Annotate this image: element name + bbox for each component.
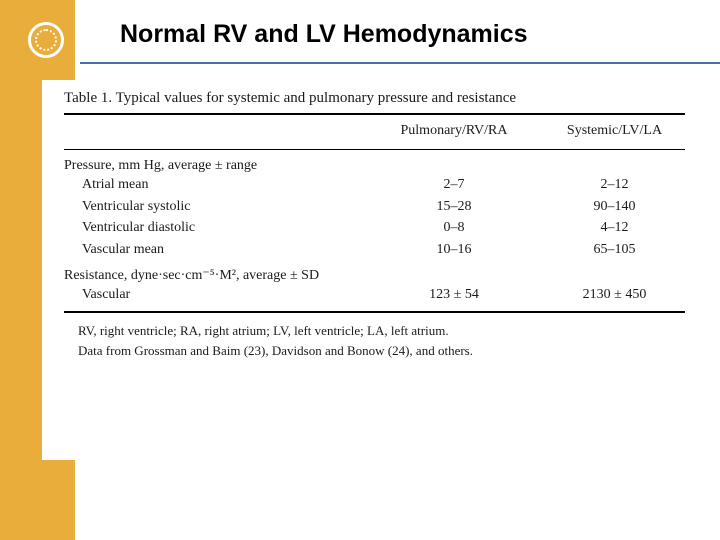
slide-title: Normal RV and LV Hemodynamics <box>120 20 528 49</box>
section-pressure-heading: Pressure, mm Hg, average ± range <box>64 158 685 174</box>
table-row: Vascular 123 ± 54 2130 ± 450 <box>64 284 685 306</box>
row-val-a: 10–16 <box>364 239 544 261</box>
table-row: Vascular mean 10–16 65–105 <box>64 239 685 261</box>
table-row: Ventricular systolic 15–28 90–140 <box>64 196 685 218</box>
row-val-b: 2130 ± 450 <box>544 284 685 306</box>
column-header-row: Pulmonary/RV/RA Systemic/LV/LA <box>64 123 685 143</box>
rule-top <box>64 113 685 115</box>
row-val-b: 2–12 <box>544 174 685 196</box>
row-label: Ventricular diastolic <box>64 217 364 239</box>
col-header-b: Systemic/LV/LA <box>544 123 685 139</box>
row-val-a: 2–7 <box>364 174 544 196</box>
row-label: Vascular mean <box>64 239 364 261</box>
rule-bottom <box>64 311 685 313</box>
row-val-b: 90–140 <box>544 196 685 218</box>
row-label: Ventricular systolic <box>64 196 364 218</box>
table-caption: Table 1. Typical values for systemic and… <box>64 90 685 107</box>
row-val-a: 0–8 <box>364 217 544 239</box>
title-underline <box>80 62 720 64</box>
col-header-blank <box>64 123 364 139</box>
row-label: Vascular <box>64 284 364 306</box>
footnote-line: RV, right ventricle; RA, right atrium; L… <box>64 321 685 341</box>
row-val-a: 15–28 <box>364 196 544 218</box>
row-label: Atrial mean <box>64 174 364 196</box>
footnote-line: Data from Grossman and Baim (23), Davids… <box>64 341 685 361</box>
table-panel: Table 1. Typical values for systemic and… <box>42 80 707 460</box>
row-val-b: 65–105 <box>544 239 685 261</box>
table-row: Atrial mean 2–7 2–12 <box>64 174 685 196</box>
section-resistance-heading: Resistance, dyne·sec·cm⁻⁵·M², average ± … <box>64 267 685 284</box>
rule-header <box>64 149 685 150</box>
seal-icon <box>28 22 64 58</box>
table-row: Ventricular diastolic 0–8 4–12 <box>64 217 685 239</box>
row-val-b: 4–12 <box>544 217 685 239</box>
col-header-a: Pulmonary/RV/RA <box>364 123 544 139</box>
row-val-a: 123 ± 54 <box>364 284 544 306</box>
